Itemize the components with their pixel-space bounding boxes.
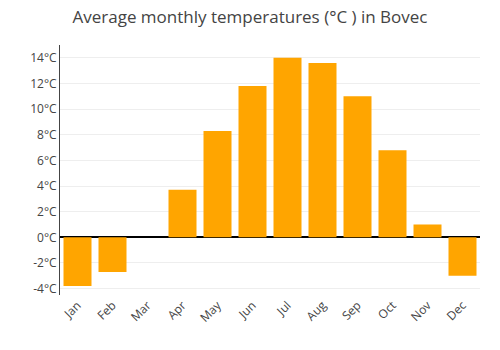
svg-text:Mar: Mar	[127, 297, 155, 325]
svg-text:Average monthly temperatures (: Average monthly temperatures (°C ) in Bo…	[72, 5, 427, 28]
svg-text:12°C: 12°C	[30, 75, 57, 92]
svg-text:10°C: 10°C	[30, 100, 57, 117]
svg-text:Aug: Aug	[302, 297, 330, 325]
svg-text:Sep: Sep	[338, 297, 365, 324]
svg-text:8°C: 8°C	[37, 126, 57, 143]
svg-text:0°C: 0°C	[37, 229, 57, 246]
svg-text:Feb: Feb	[93, 297, 119, 323]
svg-text:Nov: Nov	[407, 297, 435, 325]
svg-text:-2°C: -2°C	[33, 254, 57, 271]
svg-text:Jan: Jan	[60, 297, 85, 322]
svg-text:-4°C: -4°C	[33, 280, 57, 297]
svg-text:6°C: 6°C	[37, 152, 57, 169]
svg-text:May: May	[196, 296, 225, 325]
svg-text:Jun: Jun	[234, 297, 259, 322]
svg-text:Oct: Oct	[374, 297, 400, 323]
svg-text:2°C: 2°C	[37, 203, 57, 220]
svg-text:4°C: 4°C	[37, 177, 57, 194]
svg-text:14°C: 14°C	[30, 49, 57, 66]
svg-text:Dec: Dec	[443, 297, 470, 324]
svg-text:Jul: Jul	[272, 297, 294, 319]
svg-text:Apr: Apr	[164, 297, 190, 323]
